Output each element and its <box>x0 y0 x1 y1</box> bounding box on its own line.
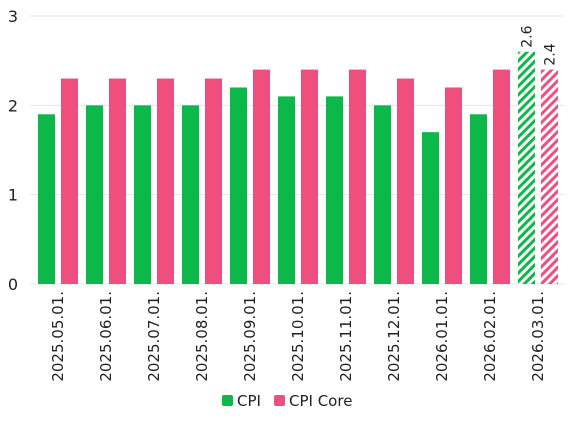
cpi-core-bar[interactable] <box>253 69 270 284</box>
cpi-core-bar[interactable] <box>349 69 366 284</box>
x-tick-label: 2025.11.01. <box>337 291 355 382</box>
cpi-bar[interactable] <box>86 105 103 284</box>
cpi-bar[interactable] <box>518 51 535 284</box>
y-tick-label: 0 <box>8 275 18 294</box>
x-tick-label: 2026.03.01. <box>529 291 547 382</box>
cpi-core-bar[interactable] <box>541 69 558 284</box>
cpi-bar[interactable] <box>326 96 343 285</box>
x-axis: 2025.05.01. 2025.06.01. 2025.07.01. 2025.08… <box>49 291 547 382</box>
x-tick-label: 2026.02.01. <box>481 291 499 382</box>
cpi-core-bar[interactable] <box>493 69 510 284</box>
y-axis: 0 1 2 3 <box>8 7 18 294</box>
x-tick-label: 2025.10.01. <box>289 291 307 382</box>
bars <box>38 51 558 285</box>
cpi-core-bar[interactable] <box>109 78 126 285</box>
cpi-core-bar[interactable] <box>157 78 174 285</box>
cpi-bar[interactable] <box>422 132 439 284</box>
x-tick-label: 2025.06.01. <box>97 291 115 382</box>
data-label: 2.6 <box>520 25 536 47</box>
data-labels: 2.6 2.4 <box>520 25 559 65</box>
cpi-bar[interactable] <box>278 96 295 285</box>
legend-item-cpi-core[interactable]: CPI Core <box>274 392 352 410</box>
legend-swatch <box>274 395 285 406</box>
cpi-core-bar[interactable] <box>61 78 78 285</box>
data-label: 2.4 <box>543 43 559 65</box>
legend-label: CPI Core <box>289 392 352 410</box>
legend-swatch <box>222 395 233 406</box>
x-tick-label: 2025.09.01. <box>241 291 259 382</box>
y-tick-label: 3 <box>8 7 18 26</box>
cpi-bar[interactable] <box>470 114 487 285</box>
x-tick-label: 2025.12.01. <box>385 291 403 382</box>
legend[interactable]: CPI CPI Core <box>222 392 352 410</box>
cpi-bar[interactable] <box>374 105 391 284</box>
x-tick-label: 2026.01.01. <box>433 291 451 382</box>
cpi-bar[interactable] <box>38 114 55 285</box>
y-tick-label: 2 <box>8 96 18 115</box>
cpi-bar[interactable] <box>134 105 151 284</box>
cpi-core-bar[interactable] <box>445 87 462 284</box>
x-tick-label: 2025.05.01. <box>49 291 67 382</box>
cpi-bar[interactable] <box>230 87 247 284</box>
x-tick-label: 2025.07.01. <box>145 291 163 382</box>
legend-label: CPI <box>237 392 261 410</box>
cpi-bar[interactable] <box>182 105 199 284</box>
x-tick-label: 2025.08.01. <box>193 291 211 382</box>
y-tick-label: 1 <box>8 186 18 205</box>
cpi-core-bar[interactable] <box>205 78 222 285</box>
cpi-core-bar[interactable] <box>301 69 318 284</box>
cpi-core-bar[interactable] <box>397 78 414 285</box>
legend-item-cpi[interactable]: CPI <box>222 392 261 410</box>
